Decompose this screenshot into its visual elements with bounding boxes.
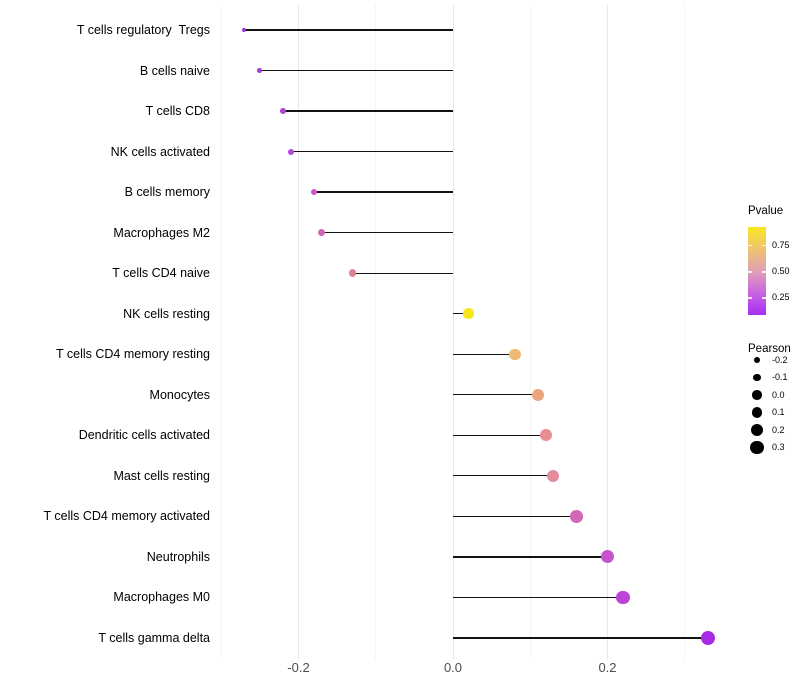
data-point bbox=[257, 68, 263, 73]
category-label: NK cells activated bbox=[110, 144, 210, 159]
major-gridline bbox=[607, 5, 608, 660]
lollipop-stem bbox=[244, 29, 453, 31]
category-label: B cells naive bbox=[139, 63, 210, 78]
pvalue-tick-label: 0.50 bbox=[772, 266, 790, 276]
data-point bbox=[547, 469, 560, 482]
pearson-legend-title: Pearson bbox=[748, 343, 791, 355]
pearson-size-label: -0.1 bbox=[772, 372, 788, 382]
category-label: T cells CD8 bbox=[145, 104, 210, 119]
legend: Pvalue 0.75 0.50 0.25 Pearson -0.2 -0.1 0.0 0… bbox=[744, 205, 800, 465]
pearson-size-dot bbox=[750, 440, 764, 455]
pearson-size-dot bbox=[752, 390, 762, 400]
data-point bbox=[242, 28, 247, 32]
minor-gridline bbox=[220, 5, 222, 660]
x-axis-tick-label: 0.0 bbox=[443, 660, 463, 675]
lollipop-stem bbox=[290, 150, 453, 153]
pvalue-legend-title: Pvalue bbox=[748, 205, 784, 217]
colorbar-tick bbox=[748, 244, 752, 247]
category-label: Dendritic cells activated bbox=[78, 428, 210, 443]
colorbar-tick bbox=[748, 297, 752, 299]
data-point bbox=[700, 630, 716, 646]
lollipop-stem bbox=[352, 272, 453, 274]
pearson-size-label: 0.2 bbox=[772, 424, 785, 435]
x-axis-tick-label: -0.2 bbox=[287, 660, 310, 675]
data-point bbox=[539, 429, 552, 442]
data-point bbox=[509, 348, 521, 360]
x-axis-tick-label: 0.2 bbox=[598, 660, 617, 675]
data-point bbox=[600, 550, 615, 564]
lollipop-stem bbox=[453, 637, 708, 639]
pearson-size-label: 0.0 bbox=[772, 389, 785, 400]
pearson-size-label: 0.1 bbox=[772, 407, 785, 417]
category-label: Macrophages M0 bbox=[113, 590, 210, 605]
minor-gridline bbox=[684, 5, 686, 660]
lollipop-stem bbox=[259, 69, 453, 72]
minor-gridline bbox=[375, 5, 377, 660]
data-point bbox=[616, 590, 630, 605]
colorbar-tick bbox=[762, 271, 766, 273]
category-label: T cells CD4 naive bbox=[112, 266, 210, 281]
category-label: T cells CD4 memory activated bbox=[43, 509, 211, 524]
category-label: NK cells resting bbox=[123, 306, 210, 321]
lollipop-stem bbox=[321, 232, 453, 234]
data-point bbox=[532, 388, 544, 401]
colorbar-tick bbox=[762, 244, 766, 247]
lollipop-stem bbox=[313, 191, 453, 193]
category-label: T cells regulatory Tregs bbox=[76, 23, 210, 37]
lollipop-stem bbox=[453, 394, 538, 396]
pearson-size-dot bbox=[751, 407, 763, 418]
data-point bbox=[318, 229, 326, 237]
lollipop-stem bbox=[453, 353, 515, 355]
major-gridline bbox=[298, 5, 299, 660]
category-label: B cells memory bbox=[124, 185, 210, 200]
pearson-size-dot bbox=[754, 357, 760, 363]
lollipop-stem bbox=[453, 475, 554, 477]
colorbar-tick bbox=[748, 271, 752, 273]
pearson-size-label: -0.2 bbox=[772, 354, 788, 365]
category-label: Mast cells resting bbox=[113, 468, 210, 483]
lollipop-stem bbox=[453, 515, 577, 517]
data-point bbox=[348, 269, 357, 278]
lollipop-stem bbox=[283, 110, 453, 112]
pvalue-colorbar-gradient bbox=[748, 227, 766, 315]
data-point bbox=[463, 308, 474, 319]
category-label: Neutrophils bbox=[146, 549, 210, 564]
data-point bbox=[280, 108, 286, 114]
pvalue-tick-label: 0.75 bbox=[772, 239, 790, 250]
pvalue-tick-label: 0.25 bbox=[772, 292, 790, 302]
minor-gridline bbox=[529, 5, 531, 660]
pearson-size-label: 0.3 bbox=[772, 442, 785, 452]
category-label: T cells CD4 memory resting bbox=[56, 347, 210, 362]
lollipop-stem bbox=[453, 596, 623, 599]
colorbar-tick bbox=[762, 297, 766, 299]
data-point bbox=[287, 148, 294, 155]
data-point bbox=[570, 510, 583, 523]
pearson-size-dot bbox=[753, 373, 761, 382]
data-point bbox=[310, 188, 318, 196]
category-label: Macrophages M2 bbox=[113, 225, 210, 240]
lollipop-stem bbox=[453, 313, 469, 315]
lollipop-stem bbox=[453, 434, 546, 436]
major-gridline bbox=[452, 5, 454, 660]
lollipop-stem bbox=[453, 556, 608, 558]
category-label: Monocytes bbox=[149, 387, 210, 402]
pearson-size-dot bbox=[750, 423, 763, 436]
category-label: T cells gamma delta bbox=[98, 630, 210, 645]
